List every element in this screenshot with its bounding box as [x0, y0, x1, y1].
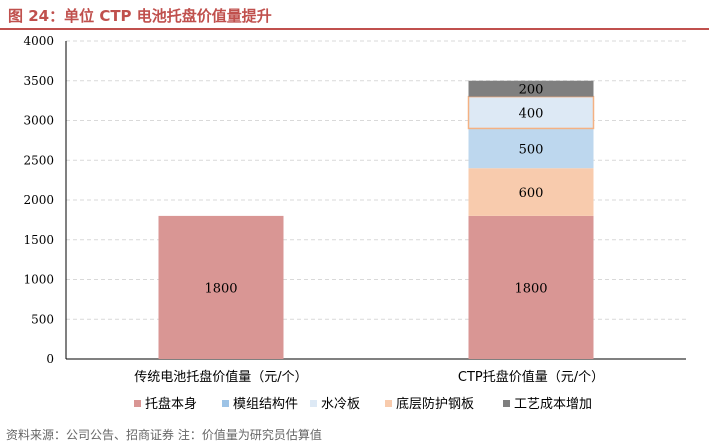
legend-label: 工艺成本增加 [514, 397, 592, 412]
legend-label: 托盘本身 [145, 396, 197, 412]
legend-label: 模组结构件 [233, 397, 298, 412]
y-tick-label: 2000 [23, 193, 54, 207]
data-label: 600 [519, 186, 544, 201]
figure-header: 图 24：单位 CTP 电池托盘价值量提升 [0, 0, 709, 30]
y-tick-label: 3500 [23, 74, 54, 88]
y-tick-label: 1000 [23, 273, 54, 287]
data-label: 200 [519, 83, 544, 98]
legend-swatch [222, 400, 229, 407]
bar-segment [158, 215, 284, 359]
bar-segment [468, 80, 594, 97]
source-note: 资料来源：公司公告、招商证券 注：价值量为研究员估算值 [6, 428, 322, 442]
bar-segment [468, 168, 594, 216]
data-label: 1800 [204, 281, 237, 296]
figure-title: 图 24：单位 CTP 电池托盘价值量提升 [8, 7, 272, 25]
x-category-label: 传统电池托盘价值量（元/个） [134, 369, 307, 385]
data-label: 1800 [514, 281, 547, 296]
y-tick-label: 0 [46, 352, 54, 366]
bar-segment [467, 95, 595, 130]
y-tick-label: 4000 [23, 34, 54, 48]
y-tick-label: 3000 [23, 114, 54, 128]
title-underline [0, 28, 709, 30]
data-label: 400 [519, 107, 544, 122]
legend-swatch [385, 400, 392, 407]
bar-segment [468, 128, 594, 169]
bar-segment [468, 215, 594, 359]
legend-swatch [503, 400, 510, 407]
legend-label: 底层防护钢板 [396, 396, 474, 412]
legend-swatch [310, 400, 317, 407]
y-tick-label: 1500 [23, 233, 54, 247]
data-label: 500 [519, 142, 544, 157]
x-category-label: CTP托盘价值量（元/个） [458, 369, 604, 385]
legend-swatch [134, 400, 141, 407]
legend-label: 水冷板 [321, 397, 360, 412]
y-tick-label: 500 [31, 312, 54, 326]
y-tick-label: 2500 [23, 153, 54, 167]
